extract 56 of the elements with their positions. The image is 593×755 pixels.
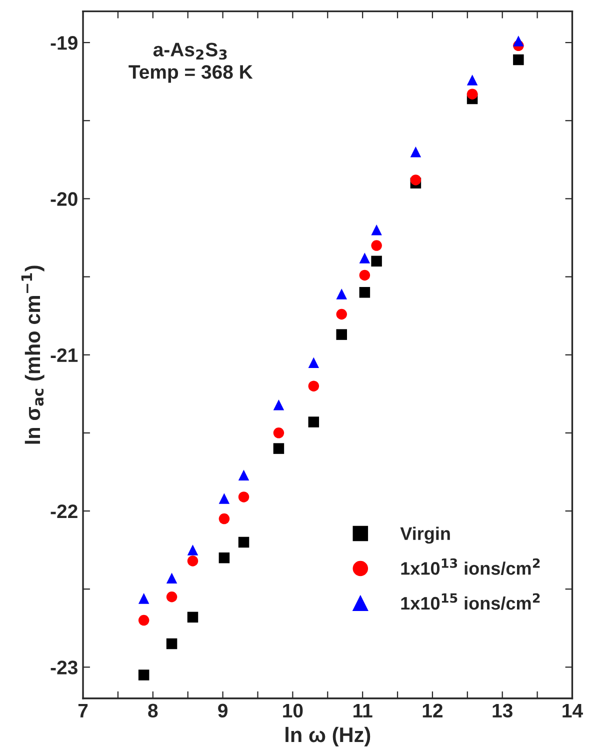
point [238, 492, 250, 502]
point [359, 287, 370, 298]
x-tick-label: 8 [148, 704, 158, 718]
y-tick-label: -21 [50, 348, 78, 362]
x-tick-label: 12 [422, 704, 443, 718]
point [138, 593, 150, 604]
point [513, 54, 524, 66]
point [218, 552, 230, 564]
annotation: Temp = 368 K [128, 65, 253, 83]
x-axis-title: ln ω (Hz) [286, 726, 370, 746]
point [187, 544, 198, 556]
point [308, 416, 320, 428]
point [308, 380, 320, 392]
point [166, 572, 178, 584]
point [410, 146, 422, 158]
point [336, 329, 347, 340]
x-tick-label: 9 [218, 704, 228, 718]
point [138, 614, 150, 626]
point [336, 308, 347, 320]
point [410, 174, 422, 186]
x-tick-label: 13 [492, 704, 512, 718]
y-tick-label: -20 [50, 192, 78, 206]
point [308, 357, 320, 368]
point [166, 638, 178, 650]
y-tick-label: -23 [50, 660, 78, 674]
point [273, 428, 284, 438]
y-tick-label: -19 [50, 36, 78, 50]
point [273, 443, 284, 454]
point [218, 513, 230, 524]
point [371, 224, 382, 236]
x-tick-label: 11 [354, 704, 372, 718]
point [359, 252, 370, 264]
x-tick-label: 7 [78, 704, 88, 718]
point [187, 612, 198, 623]
point [166, 592, 178, 602]
point [336, 288, 347, 300]
point [513, 36, 524, 46]
y-axis-title: ln σ$_{ac}$ (mho cm$^{−1}$) [21, 266, 44, 444]
point [238, 470, 250, 480]
annotation: a-As$_{2}$S$_{3}$ [153, 42, 227, 60]
point [466, 88, 478, 100]
y-tick-label: -22 [50, 504, 78, 518]
legend-label: 1x10$^{15}$ ions/cm$^{2}$ [401, 593, 540, 610]
point [273, 399, 284, 410]
point [466, 74, 478, 86]
point [218, 493, 230, 504]
point [371, 240, 382, 251]
x-tick-label: 10 [283, 704, 303, 718]
x-tick-label: 14 [562, 704, 583, 718]
point [187, 556, 198, 566]
point [371, 256, 382, 267]
point [238, 536, 250, 548]
point [138, 670, 150, 680]
point [359, 270, 370, 281]
legend-label: 1x10$^{13}$ ions/cm$^{2}$ [401, 558, 540, 576]
legend-label: Virgin [400, 526, 450, 544]
